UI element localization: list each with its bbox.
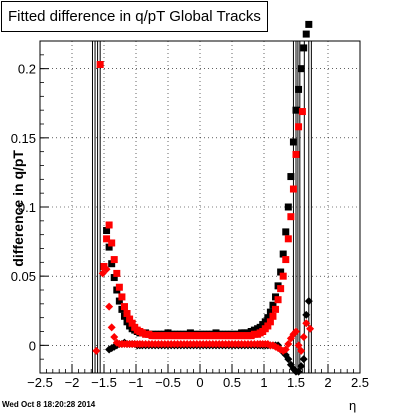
data-point-square <box>287 173 295 181</box>
data-point-diamond <box>107 323 116 332</box>
data-point-square <box>295 123 303 131</box>
axis-ticks: −2.5 −2 −1.5 −1 −0.5 0 0.5 1 1.5 2 2.5 0 0.05 0.1 0.15… <box>11 40 369 390</box>
data-point-square <box>289 185 297 193</box>
data-point-square <box>287 213 295 221</box>
data-point-square <box>292 106 300 114</box>
grid-lines <box>39 41 361 373</box>
data-point-square <box>108 260 116 268</box>
data-point-square <box>277 268 285 276</box>
data-point-diamond <box>284 355 293 364</box>
data-point-diamond <box>297 346 306 355</box>
x-tick-label: −1 <box>129 375 144 390</box>
data-point-square <box>113 269 121 277</box>
data-point-square <box>103 227 111 235</box>
data-point-diamond <box>284 339 293 348</box>
data-point-diamond <box>302 319 311 328</box>
data-point-square <box>274 296 282 304</box>
data-point-square <box>289 138 297 146</box>
error-bars <box>91 41 312 373</box>
data-point-diamond <box>105 302 114 311</box>
data-point-square <box>292 150 300 158</box>
data-point-square <box>295 85 303 93</box>
data-point-square <box>266 308 274 316</box>
x-tick-label: 0 <box>196 375 203 390</box>
data-point-square <box>264 322 272 330</box>
data-point-square <box>284 203 292 211</box>
data-point-diamond <box>92 346 101 355</box>
data-point-square <box>126 315 134 323</box>
data-point-square <box>103 235 111 243</box>
data-point-square <box>115 283 123 291</box>
data-point-square <box>302 30 310 38</box>
data-point-diamond <box>302 310 311 319</box>
data-point-square <box>100 262 108 270</box>
title-box: Fitted difference in q/pT Global Tracks <box>1 1 268 32</box>
data-point-diamond <box>306 324 315 333</box>
data-point-diamond <box>297 362 306 371</box>
data-point-square <box>266 318 274 326</box>
x-tick-label: −1.5 <box>91 375 117 390</box>
data-point-square <box>279 250 287 258</box>
data-point-square <box>110 256 118 264</box>
data-point-diamond <box>292 327 300 336</box>
data-point-square <box>105 243 113 251</box>
data-point-diamond <box>299 333 308 342</box>
x-tick-label: −2 <box>65 375 80 390</box>
data-point-square <box>282 228 290 236</box>
y-tick-label: 0 <box>29 338 36 353</box>
x-tick-label: 1.5 <box>287 375 305 390</box>
data-point-square <box>305 20 313 28</box>
data-point-square <box>277 285 285 293</box>
data-point-square <box>269 312 277 320</box>
data-point-diamond <box>294 367 303 376</box>
data-point-square <box>264 314 272 322</box>
timestamp: Wed Oct 8 18:20:28 2014 <box>2 400 96 409</box>
data-point-square <box>108 239 116 247</box>
y-axis-label: difference in q/pT <box>10 150 26 267</box>
x-tick-label: −0.5 <box>155 375 181 390</box>
data-point-diamond <box>294 341 303 350</box>
data-point-square <box>284 235 292 243</box>
data-point-diamond <box>110 333 119 342</box>
data-point-square <box>120 303 128 311</box>
x-tick-label: −2.5 <box>27 375 53 390</box>
data-point-square <box>298 108 306 116</box>
x-tick-label: 2.5 <box>351 375 369 390</box>
data-point-diamond <box>281 345 290 354</box>
data-point-diamond <box>102 265 111 274</box>
data-point-square <box>261 318 269 326</box>
data-point-square <box>269 301 277 309</box>
data-point-square <box>282 256 290 264</box>
data-point-square <box>118 293 126 301</box>
data-point-square <box>115 297 123 305</box>
y-tick-label: 0.2 <box>18 62 36 77</box>
y-tick-label: 0.1 <box>18 200 36 215</box>
data-point-square <box>300 44 308 52</box>
data-point-square <box>123 310 131 318</box>
data-point-square <box>297 65 305 73</box>
data-point-square <box>96 61 104 69</box>
x-tick-label: 1 <box>260 375 267 390</box>
data-point-diamond <box>304 297 313 306</box>
data-point-square <box>279 272 287 280</box>
chart-title: Fitted difference in q/pT Global Tracks <box>8 8 261 25</box>
data-markers <box>92 20 315 376</box>
x-tick-label: 0.5 <box>223 375 241 390</box>
x-tick-label: 2 <box>324 375 331 390</box>
data-point-square <box>110 274 118 282</box>
y-tick-label: 0.15 <box>11 131 36 146</box>
data-point-square <box>272 305 280 313</box>
data-point-square <box>128 319 136 327</box>
y-tick-label: 0.05 <box>11 269 36 284</box>
x-axis-label: η <box>349 398 357 413</box>
data-point-diamond <box>299 355 308 364</box>
data-point-square <box>105 221 113 229</box>
